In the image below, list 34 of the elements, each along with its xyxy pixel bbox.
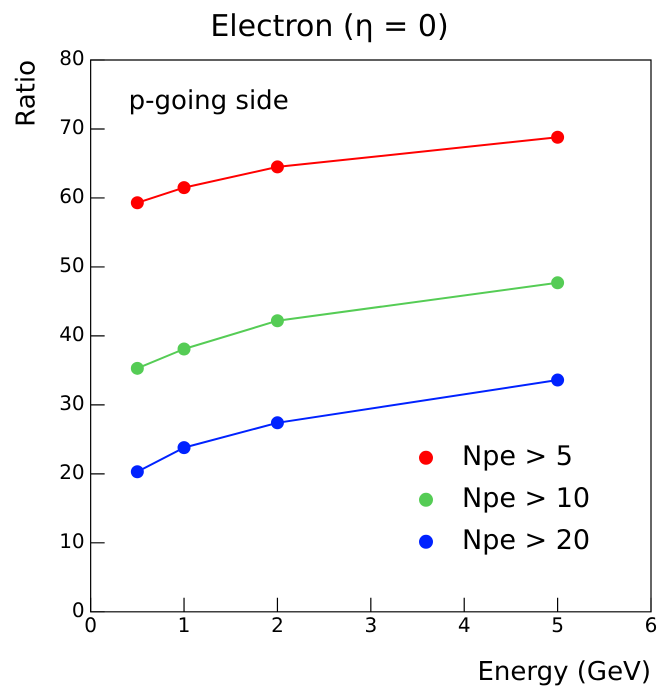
point bbox=[178, 441, 191, 454]
legend-label: Npe > 5 bbox=[462, 440, 573, 472]
y-tick-label: 50 bbox=[59, 253, 85, 278]
point bbox=[270, 314, 284, 328]
y-tick-label: 60 bbox=[59, 184, 85, 208]
y-tick-label: 70 bbox=[59, 115, 85, 140]
chart-title: Electron (η = 0) bbox=[210, 8, 449, 44]
point bbox=[551, 130, 564, 144]
y-tick-label: 10 bbox=[59, 529, 85, 554]
point bbox=[130, 362, 144, 375]
y-tick-label: 40 bbox=[59, 322, 85, 346]
y-tick-label: 30 bbox=[59, 391, 85, 416]
x-tick-label: 2 bbox=[271, 613, 284, 638]
x-tick-label: 1 bbox=[178, 613, 190, 638]
y-tick-label: 20 bbox=[59, 460, 85, 484]
x-tick-label: 3 bbox=[364, 613, 378, 638]
x-tick-label: 6 bbox=[644, 613, 658, 638]
annotation: p-going side bbox=[128, 86, 289, 116]
y-axis-title: Ratio bbox=[11, 60, 42, 127]
x-tick-label: 4 bbox=[458, 613, 471, 638]
point bbox=[130, 196, 144, 210]
point bbox=[130, 465, 144, 478]
point bbox=[551, 374, 564, 387]
legend-label: Npe > 20 bbox=[462, 524, 590, 556]
point bbox=[178, 181, 191, 194]
y-tick-label: 0 bbox=[72, 598, 85, 622]
y-tick-label: 80 bbox=[59, 46, 85, 70]
point bbox=[270, 416, 284, 430]
x-tick-label: 5 bbox=[551, 613, 564, 638]
x-axis-title: Energy (GeV) bbox=[477, 657, 651, 688]
point bbox=[551, 276, 564, 290]
legend-label: Npe > 10 bbox=[462, 482, 590, 514]
point bbox=[178, 342, 191, 356]
point bbox=[270, 160, 284, 174]
